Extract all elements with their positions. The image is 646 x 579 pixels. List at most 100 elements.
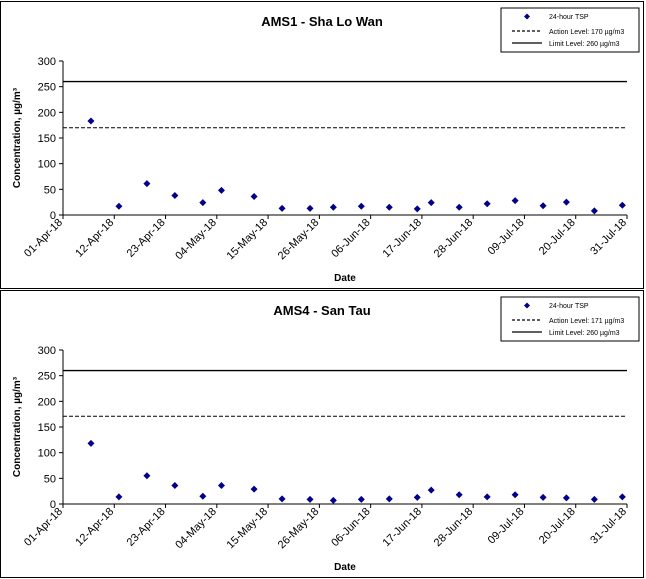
x-tick-label: 26-May-18 (276, 506, 322, 552)
legend-label: Limit Level: 260 µg/m3 (549, 330, 620, 337)
chart-panel-ams4: AMS4 - San Tau 24-hour TSP Action Level: 1… (0, 290, 644, 578)
data-point (413, 493, 421, 501)
x-tick-label: 23-Apr-18 (125, 506, 168, 549)
legend-label: 24-hour TSP (549, 14, 589, 21)
data-point (539, 493, 547, 501)
data-point (143, 180, 151, 188)
data-point (199, 199, 207, 207)
data-point (511, 197, 519, 205)
legend-marker-diamond (524, 302, 530, 309)
x-tick-label: 20-Jul-18 (537, 506, 578, 547)
x-tick-label: 12-Apr-18 (73, 506, 116, 549)
data-point (278, 204, 286, 212)
y-tick-label: 250 (38, 82, 56, 94)
data-point (618, 493, 626, 501)
x-tick-label: 06-Jun-18 (329, 506, 373, 550)
y-tick-label: 150 (38, 422, 56, 434)
data-point (483, 200, 491, 208)
y-tick-label: 250 (38, 371, 56, 383)
data-point (483, 493, 491, 501)
data-point (357, 202, 365, 210)
chart-title: AMS4 - San Tau (273, 303, 370, 318)
data-point (115, 202, 123, 210)
y-tick-label: 0 (50, 499, 56, 511)
data-point (250, 193, 258, 201)
x-tick-label: 01-Apr-18 (22, 217, 65, 260)
data-point (306, 204, 314, 212)
x-axis-label: Date (334, 562, 356, 573)
y-tick-label: 300 (38, 345, 56, 357)
y-tick-label: 200 (38, 107, 56, 119)
y-axis-label: Concentration, µg/m³ (12, 376, 23, 477)
x-tick-label: 28-Jun-18 (432, 506, 476, 550)
x-tick-label: 20-Jul-18 (537, 217, 578, 258)
x-tick-label: 28-Jun-18 (432, 217, 476, 261)
data-point (385, 495, 393, 503)
legend-marker-diamond (524, 13, 530, 20)
legend-label: Limit Level: 260 µg/m3 (549, 41, 620, 48)
data-point (357, 495, 365, 503)
data-point (278, 495, 286, 503)
y-tick-label: 100 (38, 448, 56, 460)
y-tick-label: 100 (38, 159, 56, 171)
data-point (562, 494, 570, 502)
data-point (87, 117, 95, 125)
data-point (171, 482, 179, 490)
data-point (250, 485, 258, 493)
data-point (455, 491, 463, 499)
x-tick-label: 12-Apr-18 (73, 217, 116, 260)
x-tick-label: 01-Apr-18 (22, 506, 65, 549)
chart-ams4: AMS4 - San Tau 24-hour TSP Action Level: 1… (12, 296, 640, 573)
x-tick-label: 15-May-18 (225, 506, 271, 552)
y-tick-label: 0 (50, 210, 56, 222)
data-point (171, 191, 179, 199)
x-tick-label: 04-May-18 (173, 217, 219, 263)
legend-label: Action Level: 170 µg/m3 (549, 29, 624, 36)
data-point (217, 186, 225, 194)
data-point (329, 496, 337, 504)
y-tick-label: 150 (38, 133, 56, 145)
x-tick-label: 31-Jul-18 (588, 217, 629, 258)
x-tick-label: 09-Jul-18 (486, 217, 527, 258)
x-tick-label: 15-May-18 (225, 217, 271, 263)
data-point (413, 205, 421, 213)
y-axis-label: Concentration, µg/m³ (12, 87, 23, 188)
data-point (455, 203, 463, 211)
data-point (217, 482, 225, 490)
legend-label: Action Level: 171 µg/m3 (549, 318, 624, 325)
x-tick-label: 26-May-18 (276, 217, 322, 263)
data-point (539, 202, 547, 210)
data-point (306, 495, 314, 503)
data-point (511, 491, 519, 499)
x-axis-label: Date (334, 273, 356, 284)
y-tick-label: 50 (44, 473, 56, 485)
x-tick-label: 31-Jul-18 (588, 506, 629, 547)
data-point (329, 203, 337, 211)
x-tick-label: 17-Jun-18 (381, 217, 425, 261)
y-tick-label: 300 (38, 56, 56, 68)
data-point (590, 495, 598, 503)
data-point (427, 199, 435, 207)
y-tick-label: 200 (38, 396, 56, 408)
data-point (618, 201, 626, 209)
chart-title: AMS1 - Sha Lo Wan (261, 14, 383, 29)
data-point (143, 472, 151, 480)
data-point (590, 207, 598, 215)
legend-box (500, 7, 640, 53)
x-tick-label: 04-May-18 (173, 506, 219, 552)
data-point (385, 203, 393, 211)
chart-panel-ams1: AMS1 - Sha Lo Wan 24-hour TSP Action Level… (0, 1, 644, 289)
chart-ams1: AMS1 - Sha Lo Wan 24-hour TSP Action Level… (12, 7, 640, 284)
legend-label: 24-hour TSP (549, 303, 589, 310)
data-point (427, 486, 435, 494)
x-tick-label: 06-Jun-18 (329, 217, 373, 261)
data-point (87, 439, 95, 447)
y-tick-label: 50 (44, 184, 56, 196)
x-tick-label: 23-Apr-18 (125, 217, 168, 260)
data-point (115, 493, 123, 501)
x-tick-label: 09-Jul-18 (486, 506, 527, 547)
x-tick-label: 17-Jun-18 (381, 506, 425, 550)
data-point (199, 492, 207, 500)
data-point (562, 198, 570, 206)
legend-box (500, 296, 640, 342)
